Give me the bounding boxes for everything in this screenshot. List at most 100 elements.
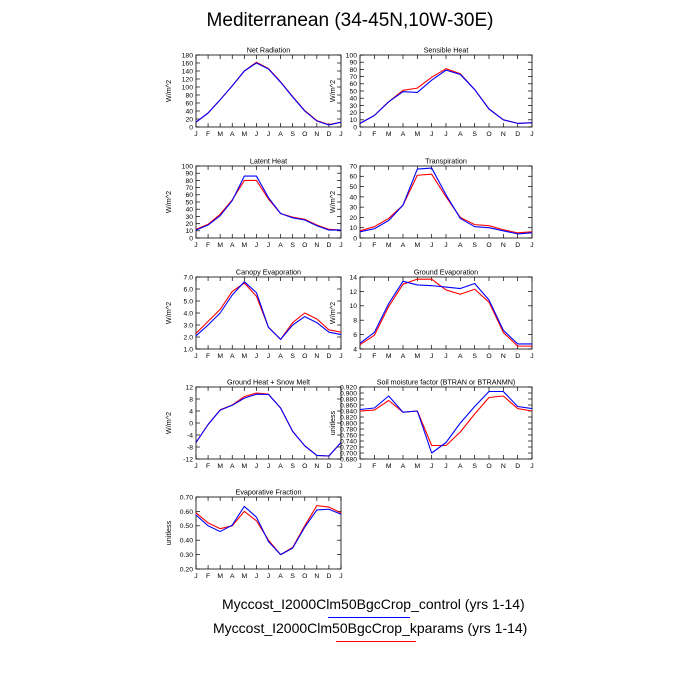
y-tick-label: -12 [183,456,193,463]
series-line-control [195,281,342,340]
panel-title: Ground Evaporation [414,268,478,277]
y-tick-label: 0.840 [340,408,357,415]
x-tick-label: S [472,131,477,138]
x-tick-label: J [430,353,433,360]
y-axis-label: W/m^2 [164,302,173,324]
x-tick-label: A [278,573,283,580]
y-tick-label: 20 [185,221,193,228]
x-tick-label: J [530,353,533,360]
y-tick-label: 1.0 [184,346,194,353]
x-tick-label: M [241,573,247,580]
x-tick-label: D [515,242,520,249]
x-tick-label: J [194,131,197,138]
x-tick-label: D [515,353,520,360]
y-axis-label: W/m^2 [164,80,173,102]
x-tick-label: J [358,242,361,249]
series-line-kparams [195,392,342,457]
x-tick-label: M [414,353,420,360]
y-tick-label: 7.0 [184,274,194,281]
y-axis-label: unitless [328,410,337,435]
x-tick-label: A [278,353,283,360]
x-tick-label: M [386,463,392,470]
x-tick-label: A [230,463,235,470]
y-tick-label: 80 [185,178,193,185]
y-tick-label: 0.20 [180,566,193,573]
y-tick-label: -8 [187,444,193,451]
x-tick-label: S [290,463,295,470]
x-tick-label: M [217,353,223,360]
x-tick-label: A [230,242,235,249]
y-tick-label: 2.0 [184,334,194,341]
y-tick-label: 0.740 [340,438,357,445]
series-line-control [195,175,341,231]
x-tick-label: M [217,573,223,580]
y-tick-label: 50 [349,184,357,191]
panel-canopy-evaporation: Canopy Evaporation W/m^2 1.0 2.0 3.0 4.0 5.0 6.… [164,268,343,361]
y-axis-label: W/m^2 [164,191,173,213]
x-tick-label: D [326,353,331,360]
y-tick-label: 8 [353,318,357,325]
y-tick-label: 20 [349,215,357,222]
y-tick-label: 180 [182,52,194,59]
series-line-control [195,62,342,126]
y-tick-label: 140 [182,68,194,75]
x-tick-label: M [386,242,392,249]
y-tick-label: 100 [346,52,358,59]
y-tick-label: 10 [349,225,357,232]
x-tick-label: D [326,131,331,138]
x-tick-label: J [194,353,197,360]
x-tick-label: N [314,242,319,249]
x-tick-label: J [339,573,342,580]
y-tick-label: 0 [189,235,193,242]
x-tick-label: F [372,242,376,249]
x-tick-label: J [530,242,533,249]
x-tick-label: D [515,131,520,138]
y-tick-label: 40 [349,194,357,201]
x-tick-label: J [444,131,447,138]
y-tick-label: 90 [185,171,193,178]
x-tick-label: D [326,242,331,249]
y-tick-label: 6.0 [184,286,194,293]
x-tick-label: O [302,463,307,470]
series-line-kparams [195,61,342,126]
x-tick-label: S [290,242,295,249]
x-tick-label: A [458,353,463,360]
y-tick-label: 60 [185,100,193,107]
panel-title: Latent Heat [250,157,287,166]
series-line-kparams [359,395,533,447]
y-tick-label: 30 [349,205,357,212]
series-line-control [359,167,533,235]
x-tick-label: N [314,463,319,470]
y-tick-label: 100 [182,163,194,170]
y-tick-label: 0 [189,420,193,427]
x-tick-label: S [472,463,477,470]
x-tick-label: O [302,242,307,249]
legend-line-kparams [336,641,416,642]
x-tick-label: J [339,242,342,249]
y-tick-label: 20 [185,116,193,123]
y-tick-label: 6 [353,332,357,339]
x-tick-label: A [401,353,406,360]
y-axis-label: W/m^2 [328,80,337,102]
x-tick-label: M [241,463,247,470]
series-line-control [359,69,533,124]
x-tick-label: J [430,242,433,249]
x-tick-label: J [267,242,270,249]
y-tick-label: 4 [353,346,357,353]
series-line-control [359,390,533,454]
x-tick-label: J [444,353,447,360]
plot-frame [195,496,342,570]
x-tick-label: M [241,353,247,360]
x-tick-label: N [314,353,319,360]
y-tick-label: 10 [185,228,193,235]
x-tick-label: A [230,131,235,138]
x-tick-label: J [255,573,258,580]
x-tick-label: M [217,463,223,470]
x-tick-label: F [206,573,210,580]
y-axis-label: W/m^2 [328,302,337,324]
x-tick-label: O [486,131,491,138]
panel-ground-evaporation: Ground Evaporation W/m^2 4 6 8 10 12 14 J F M A M J J A… [328,268,534,361]
y-tick-label: 80 [349,67,357,74]
series-line-control [359,280,532,345]
y-tick-label: 0 [353,124,357,131]
